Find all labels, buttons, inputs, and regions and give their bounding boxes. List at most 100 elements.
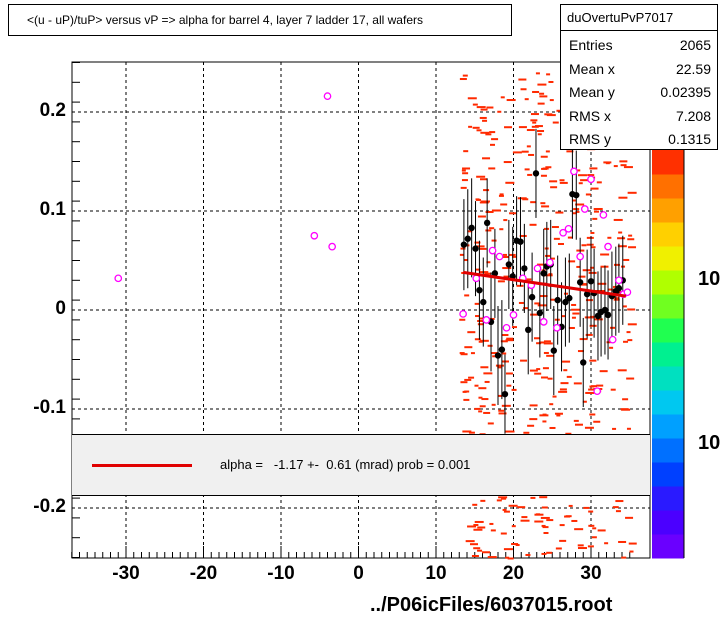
hist-cell [483, 189, 490, 192]
hist-cell [479, 247, 487, 250]
hist-cell [609, 346, 614, 349]
profile-point [464, 235, 471, 242]
hist-cell [546, 354, 555, 357]
chart-title: <(u - uP)/tuP> versus vP => alpha for ba… [27, 13, 423, 27]
hist-cell [505, 372, 513, 375]
hist-cell [552, 395, 557, 398]
hist-cell [489, 522, 494, 525]
palette-cell [652, 294, 684, 319]
open-point [546, 258, 554, 267]
profile-point [604, 311, 612, 319]
hist-cell [547, 377, 553, 380]
hist-cell [467, 97, 477, 100]
stats-title-row: duOvertuPvP7017 [561, 5, 717, 31]
hist-cell [464, 378, 472, 381]
hist-cell [512, 255, 517, 258]
y-tick-label: 0 [55, 298, 66, 319]
stat-row-rms-y: RMS y 0.1315 [561, 127, 717, 151]
hist-cell [501, 360, 509, 363]
hist-cell [467, 525, 477, 528]
hist-cell [502, 508, 507, 511]
profile-point [480, 298, 487, 306]
hist-cell [539, 95, 548, 98]
palette-cell [652, 438, 684, 463]
hist-cell [627, 339, 633, 342]
hist-cell [528, 153, 535, 156]
hist-cell [476, 106, 486, 109]
hist-cell [459, 253, 464, 256]
hist-cell [464, 259, 469, 262]
hist-cell [461, 179, 468, 182]
hist-cell [463, 150, 469, 153]
hist-cell [489, 131, 496, 134]
hist-cell [523, 307, 529, 310]
hist-cell [473, 528, 483, 531]
hist-cell [487, 556, 497, 559]
hist-cell [511, 388, 517, 391]
hist-cell [478, 317, 486, 320]
hist-cell [578, 275, 586, 278]
hist-cell [578, 182, 583, 185]
hist-cell [484, 272, 492, 275]
hist-cell [518, 301, 524, 304]
hist-cell [628, 246, 637, 249]
hist-cell [479, 339, 489, 342]
hist-cell [473, 547, 481, 550]
hist-cell [629, 550, 634, 553]
hist-cell [530, 113, 539, 116]
profile-point [460, 241, 468, 248]
hist-cell [474, 384, 479, 387]
hist-cell [585, 193, 591, 196]
hist-cell [577, 544, 584, 547]
profile-point [472, 245, 479, 252]
hist-cell [609, 326, 615, 329]
hist-cell [605, 162, 610, 165]
hist-cell [478, 340, 483, 343]
hist-cell [478, 387, 487, 390]
stat-label: Entries [569, 37, 613, 53]
hist-cell [482, 119, 488, 122]
hist-cell [472, 126, 480, 129]
hist-cell [499, 228, 504, 231]
hist-cell [520, 519, 530, 522]
profile-point [468, 224, 475, 232]
hist-cell [480, 108, 488, 111]
hist-cell [560, 382, 569, 385]
hist-cell [549, 180, 558, 183]
x-tick-label: -30 [112, 563, 140, 584]
hist-cell [623, 258, 630, 261]
hist-cell [483, 372, 493, 375]
x-tick-label: 0 [353, 563, 364, 584]
hist-cell [504, 126, 513, 129]
hist-cell [590, 231, 595, 234]
hist-cell [571, 316, 576, 319]
hist-cell [572, 312, 580, 315]
hist-cell [628, 542, 637, 545]
hist-cell [625, 516, 634, 519]
hist-cell [552, 121, 559, 124]
hist-cell [534, 513, 544, 516]
hist-cell [482, 551, 491, 554]
hist-cell [564, 515, 571, 518]
hist-cell [597, 529, 606, 532]
fit-legend-line [92, 464, 192, 467]
hist-cell [610, 388, 616, 391]
hist-cell [501, 404, 511, 407]
hist-cell [541, 552, 547, 555]
profile-point [494, 352, 502, 359]
open-point [114, 274, 123, 283]
hist-cell [517, 506, 526, 509]
profile-point [583, 290, 591, 298]
hist-cell [539, 92, 545, 95]
hist-cell [486, 261, 491, 264]
hist-cell [524, 168, 530, 171]
hist-cell [589, 324, 597, 327]
x-tick-label: 10 [425, 563, 447, 584]
hist-cell [541, 524, 546, 527]
hist-cell [476, 175, 486, 178]
hist-cell [556, 109, 561, 112]
open-point [615, 276, 623, 285]
stat-row-entries: Entries 2065 [561, 33, 717, 57]
hist-cell [593, 207, 603, 210]
stat-value: 7.208 [675, 108, 711, 124]
